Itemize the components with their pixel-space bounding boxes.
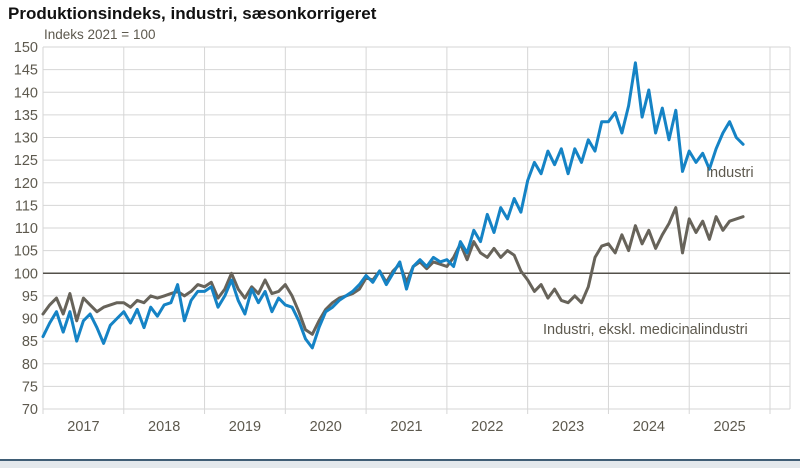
- y-tick-label: 150: [14, 40, 38, 56]
- x-tick-label: 2025: [713, 419, 745, 435]
- y-tick-label: 140: [14, 85, 38, 101]
- series-label-industri: Industri: [706, 165, 754, 181]
- x-tick-label: 2024: [633, 419, 665, 435]
- axis-unit-label: Indeks 2021 = 100: [44, 27, 156, 42]
- y-tick-label: 90: [22, 312, 38, 328]
- y-tick-label: 110: [15, 221, 38, 237]
- y-tick-label: 95: [22, 289, 38, 305]
- x-tick-label: 2018: [148, 419, 180, 435]
- series-label-ekskl-medicinalindustri: Industri, ekskl. medicinalindustri: [543, 322, 748, 338]
- x-tick-label: 2020: [310, 419, 342, 435]
- y-tick-label: 100: [14, 266, 38, 282]
- x-tick-label: 2023: [552, 419, 584, 435]
- y-tick-label: 115: [15, 198, 38, 214]
- y-tick-label: 145: [14, 63, 38, 79]
- footer-divider: [0, 459, 800, 461]
- y-tick-label: 80: [22, 357, 38, 373]
- series-line-industri: [41, 61, 745, 350]
- y-tick-label: 120: [14, 176, 38, 192]
- y-tick-label: 135: [14, 108, 38, 124]
- line-chart: 70 75 80 85 90 95 100 105 110 115 120 125 130 135 140 1…: [14, 40, 791, 435]
- x-tick-label: 2022: [471, 419, 503, 435]
- y-tick-label: 70: [22, 402, 38, 418]
- y-tick-label: 130: [14, 131, 38, 147]
- y-tick-label: 105: [14, 244, 38, 260]
- y-tick-label: 125: [14, 153, 38, 169]
- y-tick-label: 75: [22, 379, 38, 395]
- x-tick-label: 2017: [67, 419, 99, 435]
- chart-title: Produktionsindeks, industri, sæsonkorrig…: [8, 4, 377, 23]
- y-tick-label: 85: [22, 334, 38, 350]
- x-tick-label: 2021: [390, 419, 422, 435]
- x-tick-label: 2019: [229, 419, 261, 435]
- footer-strip: [0, 461, 800, 468]
